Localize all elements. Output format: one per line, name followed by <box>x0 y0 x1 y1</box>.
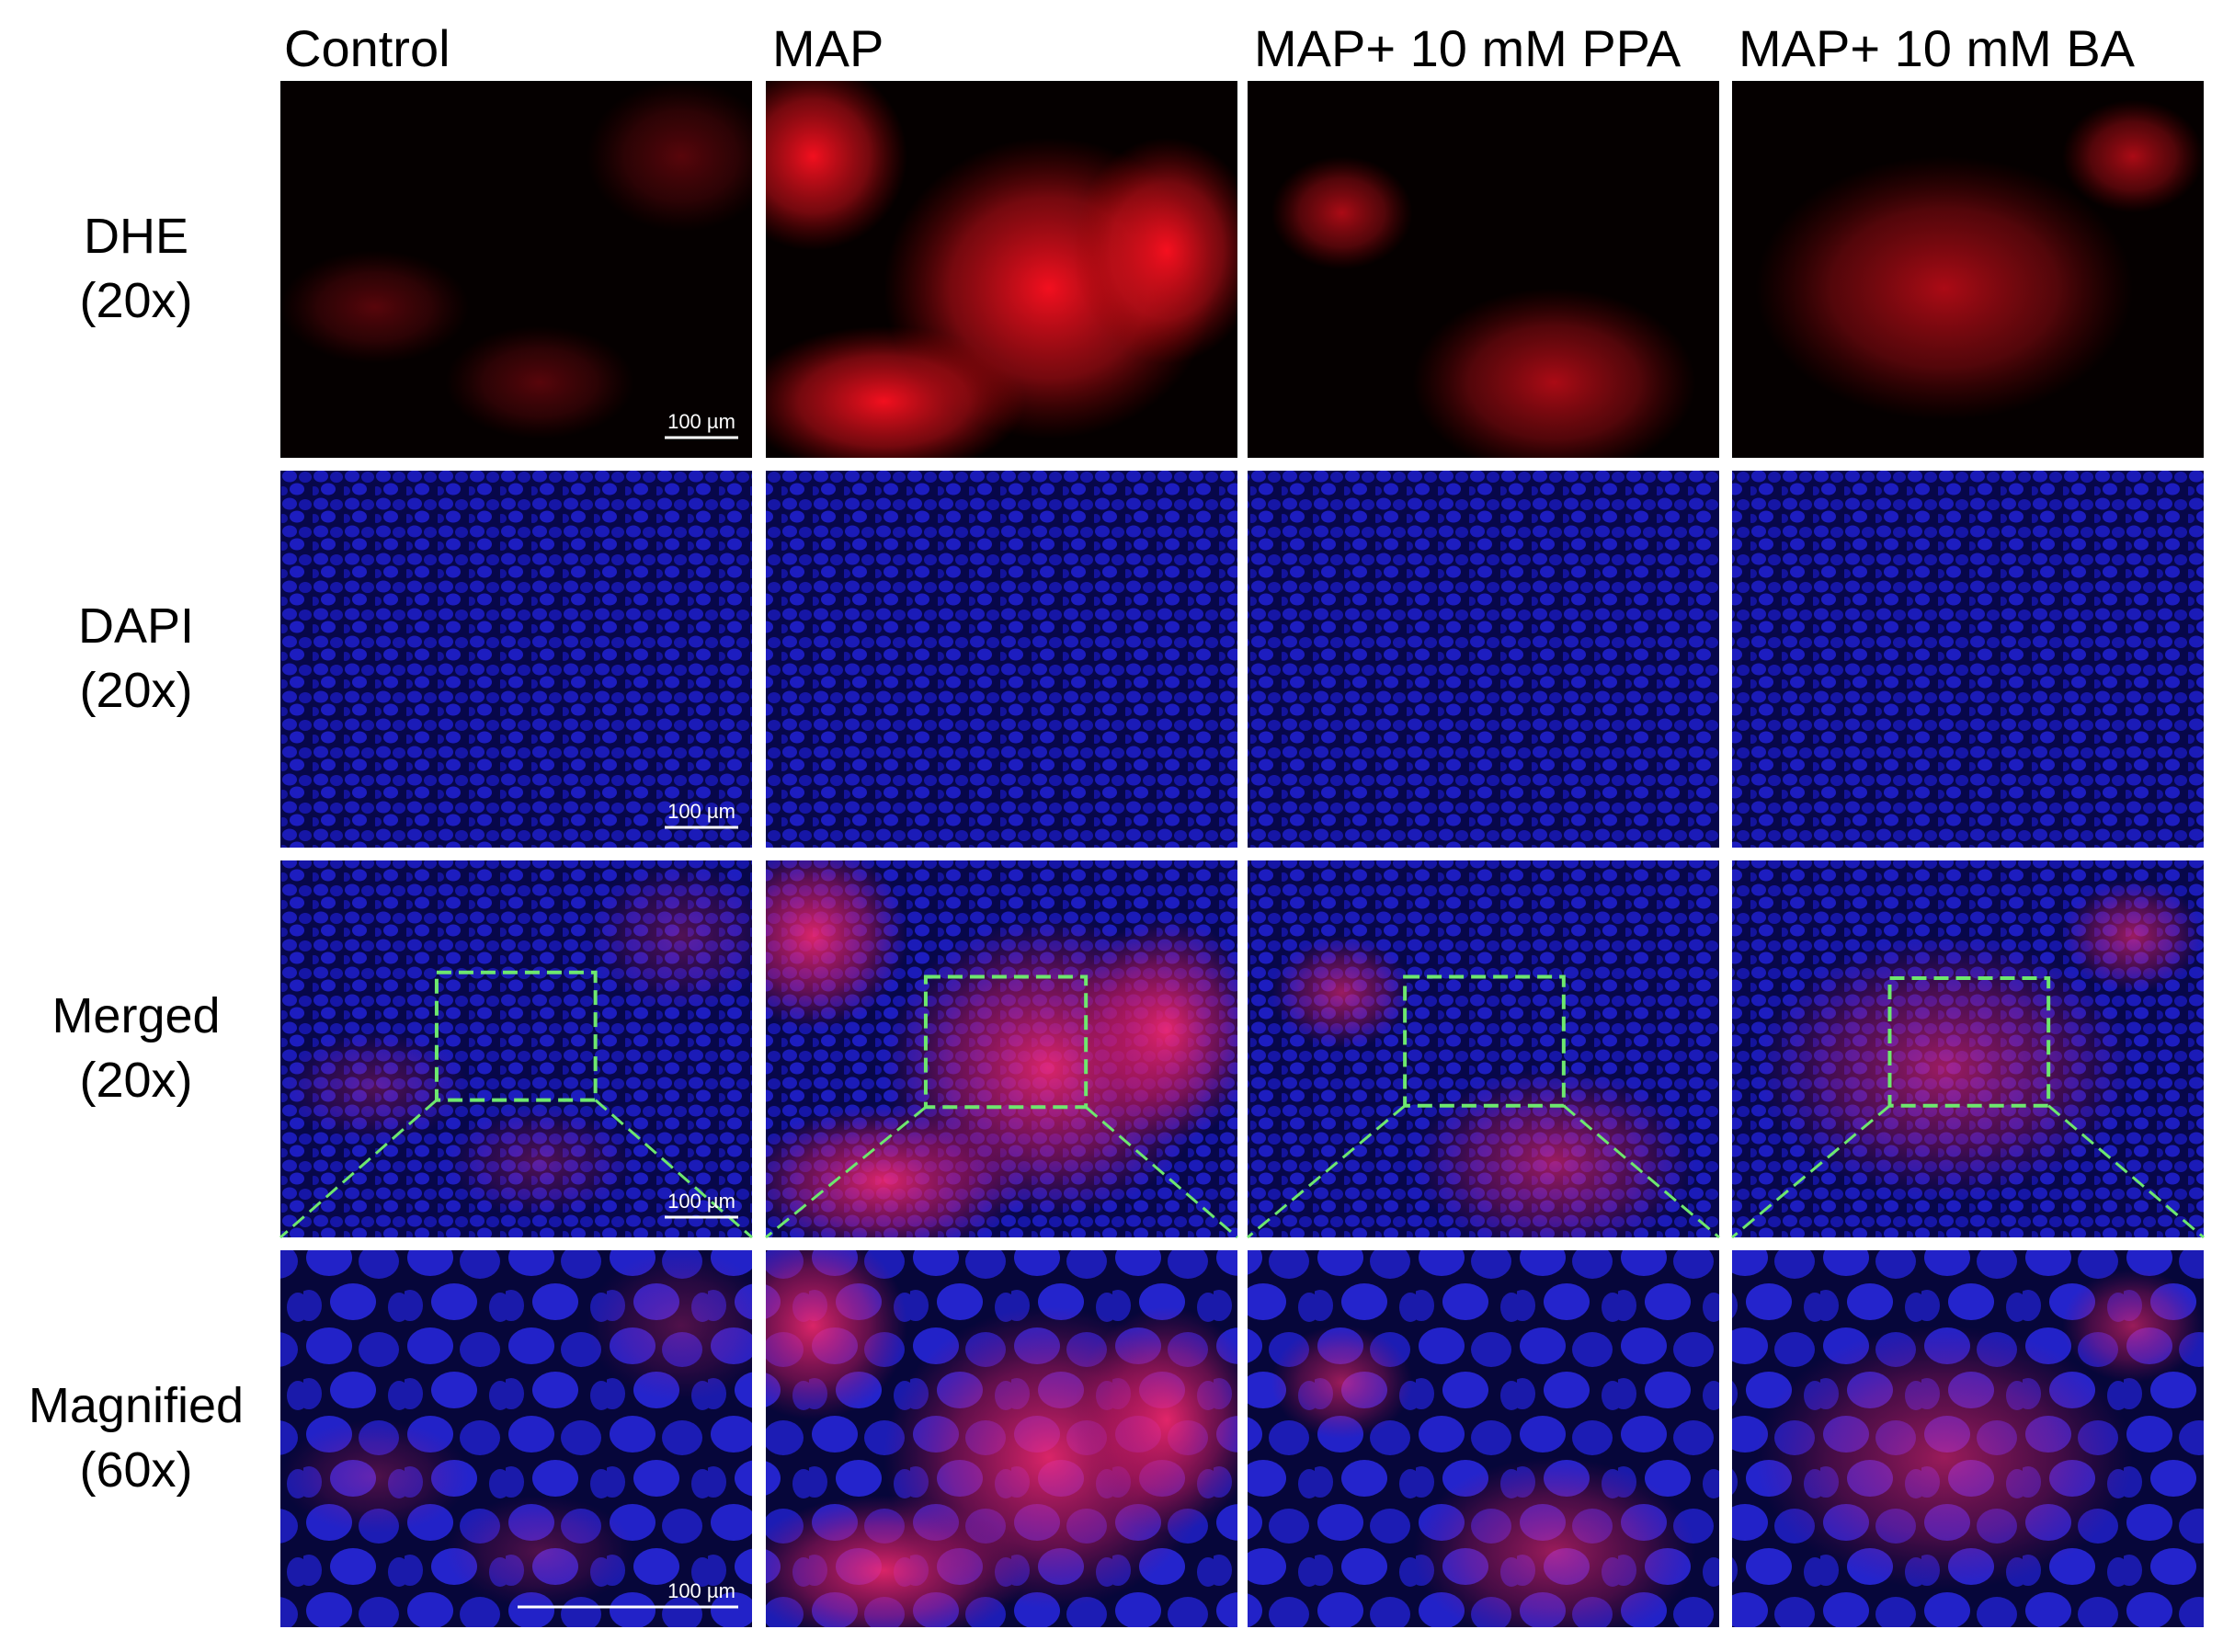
column-header: Control <box>284 19 450 77</box>
labels: DHE (20x) DAPI (20x) Merged (20x) Magnified (60… <box>28 19 2136 1498</box>
panel-content <box>1248 1250 1719 1627</box>
zoom-box <box>434 970 598 1102</box>
panel-background <box>766 471 1237 848</box>
stain-region <box>445 325 634 439</box>
stain-region <box>280 1030 470 1144</box>
stain-region <box>1412 288 1696 458</box>
stain-region <box>1271 936 1413 1049</box>
stain-region <box>766 1495 1026 1627</box>
micrograph-panel: 100 µm <box>280 81 752 458</box>
micrograph-panel <box>1247 860 1720 1239</box>
panel-background <box>1248 471 1719 848</box>
panel-content <box>1248 471 1719 848</box>
micrograph-panel <box>1248 81 1719 458</box>
column-header: MAP+ 10 mM BA <box>1738 19 2136 77</box>
stain-region <box>1755 936 2134 1200</box>
micrograph-panel <box>766 81 1237 458</box>
panel-content <box>766 81 1237 458</box>
zoom-box <box>1887 975 2051 1108</box>
stain-region <box>1072 1306 1237 1533</box>
column-header: MAP+ 10 mM PPA <box>1254 19 1682 77</box>
row-magnification: (60x) <box>79 1442 192 1498</box>
stain-region <box>1755 156 2134 420</box>
stain-region <box>1412 1457 1696 1627</box>
panel-grid: 100 µm 100 µm 100 µm 100 µm <box>279 81 2205 1627</box>
panel-content <box>280 471 752 848</box>
stain-region <box>1072 917 1237 1144</box>
panel-content <box>1248 81 1719 458</box>
micrograph-panel <box>1732 471 2204 848</box>
scale-bar-label: 100 µm <box>667 1579 735 1602</box>
stain-region <box>766 81 907 251</box>
scale-bar-label: 100 µm <box>667 800 735 823</box>
panel-background <box>1732 471 2204 848</box>
stain-region <box>587 1250 752 1401</box>
micrograph-panel: 100 µm <box>280 1250 752 1627</box>
panel-content <box>280 1250 752 1627</box>
stain-region <box>445 1105 634 1219</box>
micrograph-panel <box>1732 1250 2204 1627</box>
zoom-line <box>279 1099 438 1239</box>
micrograph-panel: 100 µm <box>279 860 753 1239</box>
stain-region <box>2062 99 2204 213</box>
zoom-line <box>765 1106 927 1239</box>
panel-content <box>766 1250 1237 1627</box>
zoom-line <box>594 1099 753 1239</box>
row-label: Merged <box>51 988 220 1043</box>
panel-content <box>766 860 1237 1237</box>
row-label: DAPI <box>78 598 194 654</box>
panel-content <box>1732 1250 2204 1627</box>
row-label: Magnified <box>28 1378 244 1433</box>
column-header: MAP <box>772 19 884 77</box>
micrograph-panel <box>1732 81 2204 458</box>
row-label: DHE <box>84 209 188 264</box>
stain-region <box>766 1250 907 1420</box>
micrograph-panel <box>766 1250 1237 1627</box>
row-magnification: (20x) <box>79 273 192 328</box>
scale-bar-label: 100 µm <box>667 410 735 433</box>
panel-content <box>1248 860 1719 1237</box>
stain-region <box>2062 1269 2204 1383</box>
zoom-line <box>1562 1104 1720 1239</box>
row-magnification: (20x) <box>79 663 192 718</box>
stain-region <box>2062 879 2204 993</box>
micrograph-panel <box>765 860 1238 1239</box>
zoom-box <box>923 974 1089 1110</box>
stain-region <box>1271 1326 1413 1439</box>
row-magnification: (20x) <box>79 1053 192 1108</box>
panel-background <box>280 471 752 848</box>
stain-region <box>280 1419 470 1533</box>
stain-region <box>1412 1067 1696 1237</box>
zoom-line <box>1731 1104 1891 1239</box>
stain-region <box>766 325 1026 458</box>
stain-region <box>1271 156 1413 269</box>
stain-region <box>587 860 752 1011</box>
zoom-box <box>1403 974 1566 1108</box>
zoom-line <box>1085 1106 1238 1239</box>
zoom-line <box>1247 1104 1407 1239</box>
stain-region <box>1755 1326 2134 1589</box>
stain-region <box>766 860 907 1031</box>
panel-content <box>1732 860 2204 1237</box>
panel-content <box>280 860 752 1237</box>
panel-content <box>1732 81 2204 458</box>
panel-content <box>766 471 1237 848</box>
micrograph-panel <box>1731 860 2205 1239</box>
stain-region <box>280 250 470 364</box>
stain-region <box>445 1495 634 1609</box>
stain-region <box>587 81 752 232</box>
micrograph-panel <box>766 471 1237 848</box>
micrograph-panel <box>1248 1250 1719 1627</box>
stain-region <box>1072 137 1237 364</box>
micrograph-panel <box>1248 471 1719 848</box>
scale-bar-label: 100 µm <box>667 1190 735 1213</box>
stain-region <box>766 1105 1026 1237</box>
micrograph-panel: 100 µm <box>280 471 752 848</box>
zoom-line <box>2047 1104 2205 1239</box>
panel-content <box>1732 471 2204 848</box>
panel-content <box>280 81 752 458</box>
